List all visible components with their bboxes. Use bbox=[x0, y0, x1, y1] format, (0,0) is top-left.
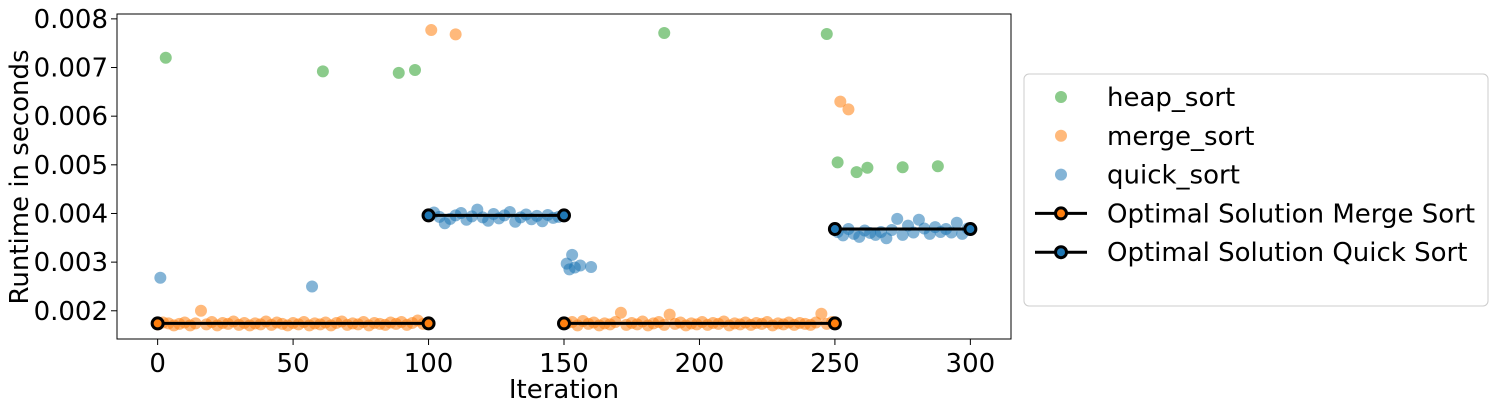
quick_sort-point bbox=[950, 216, 963, 229]
legend-label: heap_sort bbox=[1107, 83, 1235, 113]
legend-label: quick_sort bbox=[1107, 161, 1240, 191]
legend-marker bbox=[1055, 91, 1067, 103]
merge_sort-point bbox=[425, 24, 438, 37]
x-axis-label: Iteration bbox=[509, 375, 619, 405]
heap_sort-point bbox=[820, 27, 833, 40]
heap_sort-point bbox=[159, 51, 172, 64]
optimal-segment-endpoint bbox=[421, 208, 436, 223]
heap_sort-point bbox=[658, 26, 671, 39]
quick_sort-point bbox=[574, 259, 587, 272]
quick_sort-point bbox=[585, 260, 598, 273]
legend-marker bbox=[1055, 129, 1067, 142]
heap_sort-point bbox=[896, 161, 909, 174]
y-tick-label: 0.005 bbox=[34, 151, 108, 181]
legend-item: merge_sort bbox=[1055, 122, 1254, 152]
plot-frame bbox=[116, 13, 1012, 340]
quick_sort-point bbox=[912, 213, 925, 226]
merge_sort-point bbox=[614, 306, 627, 319]
legend-label: Optimal Solution Merge Sort bbox=[1107, 199, 1475, 229]
heap_sort-point bbox=[931, 160, 944, 173]
legend-frame bbox=[1023, 73, 1489, 307]
x-tick-label: 50 bbox=[277, 349, 310, 379]
legend-item: quick_sort bbox=[1055, 161, 1240, 191]
heap_sort-point bbox=[831, 156, 844, 169]
merge_sort-point bbox=[194, 304, 207, 317]
optimal-segment-endpoint bbox=[827, 222, 842, 237]
y-tick-label: 0.004 bbox=[34, 199, 108, 229]
optimal-segment-endpoint bbox=[557, 316, 571, 331]
y-tick-label: 0.007 bbox=[34, 54, 108, 84]
y-axis-label: Runtime in seconds bbox=[5, 49, 35, 304]
quick_sort-point bbox=[306, 280, 319, 293]
x-tick-label: 150 bbox=[539, 349, 589, 379]
y-axis: 0.002 0.003 0.004 0.005 0.006 0.007 0.008 bbox=[34, 5, 117, 327]
legend-item: heap_sort bbox=[1055, 83, 1235, 113]
heap_sort-point bbox=[392, 66, 405, 79]
quick_sort-point bbox=[566, 248, 579, 261]
quick_sort-point bbox=[891, 212, 904, 225]
x-tick-label: 100 bbox=[404, 349, 454, 379]
data-points bbox=[151, 24, 974, 332]
optimal-segment-endpoint bbox=[557, 208, 571, 223]
x-tick-label: 250 bbox=[810, 349, 860, 379]
legend-marker bbox=[1055, 168, 1067, 181]
x-tick-label: 300 bbox=[946, 349, 996, 379]
optimal-segment-endpoint bbox=[421, 316, 436, 331]
optimal-segment-endpoint bbox=[827, 316, 842, 331]
y-tick-label: 0.002 bbox=[34, 297, 108, 327]
legend-label: merge_sort bbox=[1107, 122, 1254, 152]
legend-item: Optimal Solution Quick Sort bbox=[1035, 238, 1467, 268]
optimal-segment-endpoint bbox=[150, 316, 165, 331]
x-tick-label: 0 bbox=[149, 349, 166, 379]
merge_sort-point bbox=[449, 28, 462, 41]
y-tick-label: 0.006 bbox=[34, 102, 108, 132]
quick_sort-point bbox=[154, 271, 167, 284]
legend-item: Optimal Solution Merge Sort bbox=[1035, 199, 1475, 229]
merge_sort-point bbox=[663, 308, 676, 321]
legend-label: Optimal Solution Quick Sort bbox=[1107, 238, 1467, 268]
heap_sort-point bbox=[316, 65, 329, 78]
quick_sort-point bbox=[896, 228, 909, 241]
x-tick-label: 200 bbox=[675, 349, 725, 379]
optimal-segment-endpoint bbox=[963, 222, 978, 237]
x-axis: 0 50 100 150 200 250 300 bbox=[149, 339, 995, 379]
legend-marker bbox=[1054, 206, 1068, 221]
heap_sort-point bbox=[409, 63, 421, 76]
optimal-lines bbox=[150, 208, 978, 331]
merge_sort-point bbox=[842, 103, 855, 116]
y-tick-label: 0.008 bbox=[34, 5, 108, 35]
heap_sort-point bbox=[861, 161, 874, 174]
legend-marker bbox=[1054, 245, 1068, 260]
heap_sort-point bbox=[850, 166, 863, 179]
merge_sort-point bbox=[815, 307, 828, 320]
legend: heap_sort merge_sort quick_sort Optimal Sol… bbox=[1023, 73, 1489, 307]
y-tick-label: 0.003 bbox=[34, 248, 108, 278]
merge_sort-point bbox=[834, 95, 847, 108]
